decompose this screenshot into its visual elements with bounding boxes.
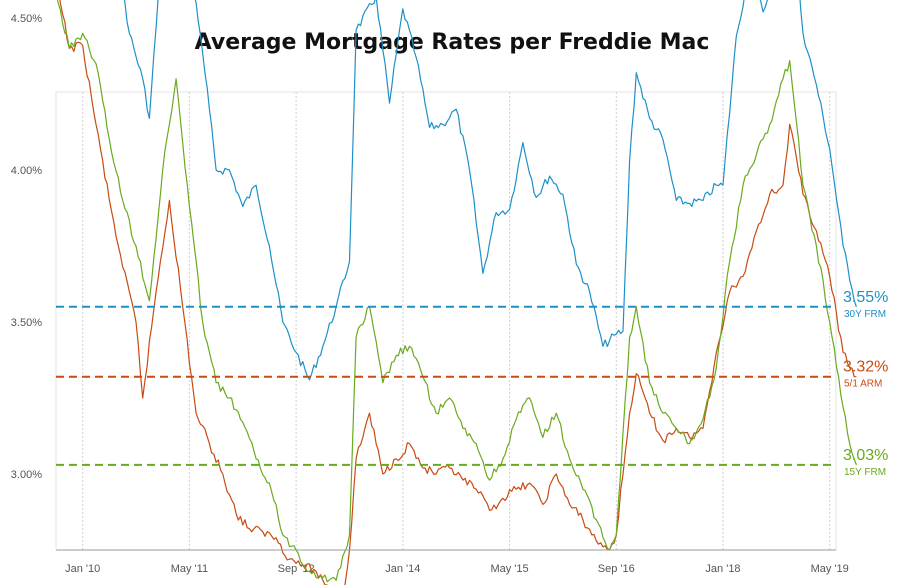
y-tick-label: 3.50% bbox=[11, 317, 42, 329]
series-line-2 bbox=[56, 0, 857, 583]
chart-title: Average Mortgage Rates per Freddie Mac bbox=[195, 30, 710, 55]
x-tick-label: May '15 bbox=[490, 563, 528, 575]
y-tick-label: 4.50% bbox=[11, 13, 42, 25]
current-value-label: 3.55% bbox=[843, 289, 888, 306]
current-rate-reference-lines bbox=[56, 305, 836, 466]
series-lines bbox=[56, 0, 857, 585]
x-tick-label: May '11 bbox=[171, 563, 208, 575]
x-tick-label: Jan '10 bbox=[65, 563, 100, 575]
series-line-0 bbox=[124, 0, 857, 381]
x-tick-label: May '19 bbox=[811, 563, 849, 575]
series-name-label: 15Y FRM bbox=[844, 467, 886, 478]
current-rate-labels: 3.55% 30Y FRM 3.32% 5/1 ARM 3.03% 15Y FRM bbox=[843, 289, 888, 478]
y-tick-label: 3.00% bbox=[11, 469, 42, 481]
current-value-label: 3.32% bbox=[843, 359, 888, 376]
x-tick-label: Jan '14 bbox=[385, 563, 420, 575]
y-tick-label: 4.00% bbox=[11, 165, 42, 177]
current-value-label: 3.03% bbox=[843, 447, 888, 464]
series-line-1 bbox=[59, 0, 857, 585]
x-tick-label: Jan '18 bbox=[705, 563, 740, 575]
x-axis-ticks: Jan '10 May '11 Sep '12 Jan '14 May '15 Sep '… bbox=[65, 563, 849, 575]
x-tick-label: Sep '16 bbox=[598, 563, 635, 575]
series-name-label: 5/1 ARM bbox=[844, 379, 882, 390]
x-tick-label: Sep '12 bbox=[278, 563, 315, 575]
y-axis-ticks: 3.00%3.50%4.00%4.50%5.00% bbox=[11, 13, 42, 481]
series-name-label: 30Y FRM bbox=[844, 309, 886, 320]
